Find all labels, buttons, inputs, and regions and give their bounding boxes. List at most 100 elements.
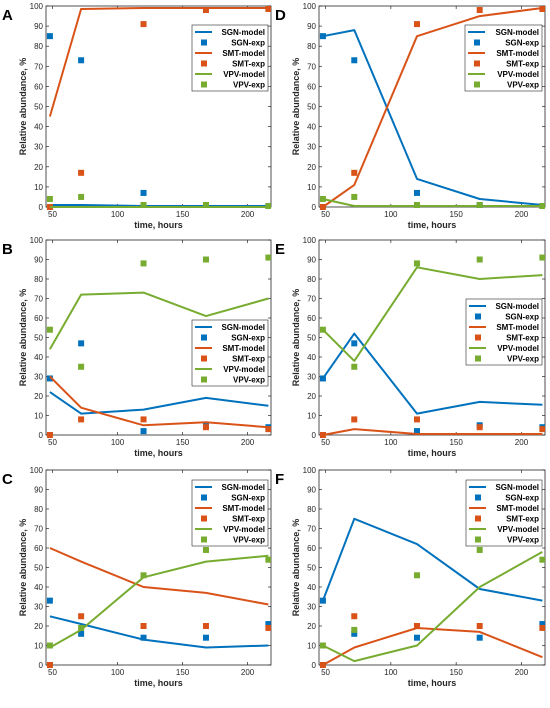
legend-box [191, 479, 269, 547]
plot-area [46, 254, 271, 438]
y-tick-label: 100 [30, 466, 44, 475]
legend-swatch [475, 536, 481, 543]
y-tick-label: 100 [303, 2, 317, 11]
y-tick-label: 40 [307, 123, 316, 132]
x-axis-label: time, hours [134, 220, 183, 230]
legend-entry: SGN-exp [231, 39, 265, 48]
series-line-sgn-model [49, 391, 269, 415]
y-axis-label: Relative abundance, % [18, 289, 28, 387]
y-tick-label: 80 [307, 275, 316, 284]
data-point-smt-exp [78, 613, 85, 620]
y-tick-label: 60 [307, 82, 316, 91]
legend-entry: VPV-exp [233, 81, 265, 90]
x-tick-label: 150 [449, 438, 463, 447]
data-point-sgn-exp [78, 340, 85, 347]
data-point-sgn-exp [351, 57, 358, 64]
y-tick-label: 100 [303, 466, 317, 475]
data-point-sgn-exp [46, 375, 53, 382]
x-tick-label: 200 [515, 668, 529, 677]
legend-swatch [201, 536, 207, 543]
data-point-vpv-exp [319, 195, 326, 202]
y-tick-label: 80 [34, 275, 43, 284]
legend-entry: VPV-model [223, 70, 265, 79]
series-line-sgn-model [322, 29, 543, 206]
data-point-sgn-exp [78, 57, 85, 64]
data-point-smt-exp [265, 426, 271, 433]
plot-area [319, 254, 545, 438]
y-axis-label: Relative abundance, % [291, 58, 301, 156]
data-point-smt-exp [265, 6, 271, 13]
y-tick-label: 70 [34, 525, 43, 534]
y-tick-label: 100 [303, 236, 317, 245]
x-tick-label: 200 [515, 438, 529, 447]
data-point-vpv-exp [351, 193, 358, 200]
y-tick-label: 20 [34, 622, 43, 631]
x-tick-label: 150 [176, 438, 190, 447]
data-point-smt-exp [140, 623, 147, 629]
data-point-vpv-exp [539, 202, 545, 209]
legend-entry: SMT-model [222, 344, 265, 353]
x-tick-label: 50 [321, 668, 330, 677]
y-tick-label: 10 [307, 183, 316, 192]
data-point-smt-exp [265, 624, 271, 631]
panel-e: 0 10 20 30 40 50 60 70 80 90 100 50 100 150 200 time, h… [275, 236, 546, 458]
y-tick-label: 60 [307, 314, 316, 323]
data-point-smt-exp [351, 416, 358, 423]
panel-label: A [2, 7, 13, 24]
data-point-sgn-exp [46, 33, 53, 40]
series-line-sgn-model [49, 204, 269, 207]
x-tick-label: 50 [48, 210, 57, 219]
y-tick-label: 20 [307, 392, 316, 401]
data-point-sgn-exp [319, 375, 326, 382]
y-tick-label: 70 [34, 295, 43, 304]
legend-entry: VPV-model [497, 70, 539, 79]
y-tick-label: 30 [307, 603, 316, 612]
legend-entry: VPV-model [497, 344, 539, 353]
legend-swatch [474, 39, 480, 46]
y-tick-label: 50 [307, 564, 316, 573]
series-line-smt-model [49, 375, 269, 429]
legend-entry: SMT-exp [506, 60, 539, 69]
x-tick-label: 100 [384, 668, 398, 677]
legend-entry: SGN-model [221, 483, 265, 492]
x-axis-label: time, hours [408, 678, 457, 688]
panel-label: F [275, 471, 284, 488]
legend-entry: SGN-model [221, 323, 265, 332]
legend-swatch [474, 81, 480, 88]
data-point-vpv-exp [202, 256, 209, 263]
series-line-smt-model [49, 547, 269, 606]
data-point-sgn-exp [140, 189, 147, 196]
data-point-sgn-exp [46, 597, 53, 604]
legend-entry: VPV-exp [507, 536, 539, 545]
legend-entry: SMT-model [496, 323, 539, 332]
y-axis-label: Relative abundance, % [18, 58, 28, 156]
x-tick-label: 50 [48, 438, 57, 447]
legend-swatch [201, 376, 207, 383]
panel-label: B [2, 241, 13, 258]
data-point-vpv-exp [265, 254, 271, 261]
y-axis-label: Relative abundance, % [18, 519, 28, 617]
legend-box [465, 479, 543, 547]
plot-area [319, 6, 545, 210]
data-point-smt-exp [539, 426, 545, 433]
data-point-sgn-exp [413, 189, 420, 196]
data-point-smt-exp [413, 416, 420, 423]
data-point-smt-exp [319, 204, 326, 210]
y-tick-label: 40 [34, 123, 43, 132]
x-tick-label: 50 [321, 438, 330, 447]
data-point-vpv-exp [476, 546, 483, 553]
x-tick-label: 100 [111, 438, 125, 447]
y-tick-label: 10 [307, 412, 316, 421]
data-point-vpv-exp [413, 572, 420, 579]
legend-swatch [201, 60, 207, 67]
legend-swatch [475, 515, 481, 522]
x-tick-label: 50 [48, 668, 57, 677]
y-tick-label: 20 [34, 163, 43, 172]
x-tick-label: 100 [111, 668, 125, 677]
y-tick-label: 90 [34, 256, 43, 265]
legend-entry: VPV-exp [233, 376, 265, 385]
y-tick-label: 80 [307, 42, 316, 51]
